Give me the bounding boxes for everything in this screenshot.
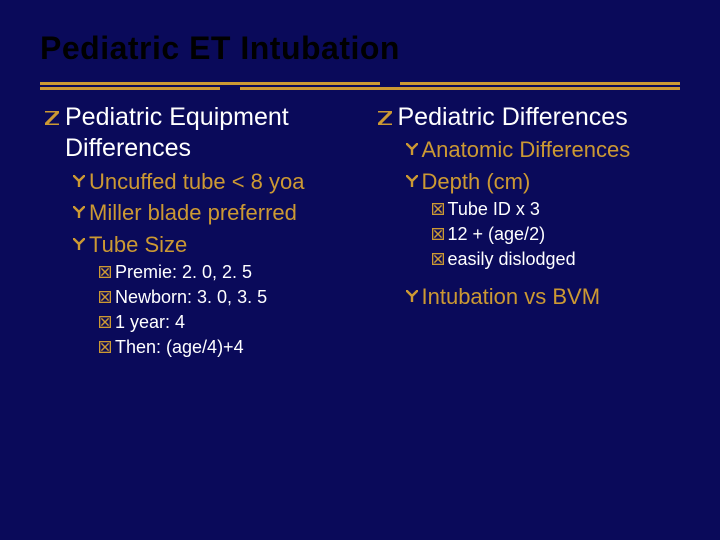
lvl1-text: Pediatric Differences <box>398 102 628 133</box>
slide-content: Pediatric Equipment Differences Uncuffed… <box>0 67 720 360</box>
slide-title: Pediatric ET Intubation <box>0 0 720 67</box>
lvl2-text: Intubation vs BVM <box>422 282 601 312</box>
list-item: easily dislodged <box>432 247 691 272</box>
y-bullet-icon <box>406 173 418 193</box>
lvl3-text: 12 + (age/2) <box>448 222 546 247</box>
lvl3-text: Then: (age/4)+4 <box>115 335 244 360</box>
x-bullet-icon <box>99 339 111 359</box>
y-bullet-icon <box>73 173 85 193</box>
lvl3-text: Newborn: 3. 0, 3. 5 <box>115 285 267 310</box>
lvl3-text: Premie: 2. 0, 2. 5 <box>115 260 252 285</box>
y-bullet-icon <box>406 288 418 308</box>
list-item: Newborn: 3. 0, 3. 5 <box>99 285 358 310</box>
x-bullet-icon <box>99 264 111 284</box>
lvl3-text: 1 year: 4 <box>115 310 185 335</box>
right-column: Pediatric Differences Anatomic Differenc… <box>378 102 691 360</box>
list-item: Tube ID x 3 <box>432 197 691 222</box>
lvl2-text: Uncuffed tube < 8 yoa <box>89 167 304 197</box>
lvl2-text: Miller blade preferred <box>89 198 297 228</box>
right-heading: Pediatric Differences <box>378 102 691 133</box>
title-underline <box>40 82 680 94</box>
list-item: Uncuffed tube < 8 yoa <box>73 167 358 197</box>
x-bullet-icon <box>99 289 111 309</box>
y-bullet-icon <box>73 204 85 224</box>
y-bullet-icon <box>406 141 418 161</box>
x-bullet-icon <box>432 226 444 246</box>
y-bullet-icon <box>73 236 85 256</box>
z-bullet-icon <box>45 108 59 131</box>
lvl2-text: Tube Size <box>89 230 187 260</box>
x-bullet-icon <box>99 314 111 334</box>
list-item: 12 + (age/2) <box>432 222 691 247</box>
list-item: Anatomic Differences <box>406 135 691 165</box>
x-bullet-icon <box>432 201 444 221</box>
list-item: Then: (age/4)+4 <box>99 335 358 360</box>
list-item: Intubation vs BVM <box>406 282 691 312</box>
list-item: 1 year: 4 <box>99 310 358 335</box>
left-column: Pediatric Equipment Differences Uncuffed… <box>45 102 358 360</box>
x-bullet-icon <box>432 251 444 271</box>
lvl1-text: Pediatric Equipment Differences <box>65 102 358 165</box>
z-bullet-icon <box>378 108 392 131</box>
lvl3-text: Tube ID x 3 <box>448 197 540 222</box>
list-item: Tube Size <box>73 230 358 260</box>
left-heading: Pediatric Equipment Differences <box>45 102 358 165</box>
lvl2-text: Anatomic Differences <box>422 135 631 165</box>
lvl2-text: Depth (cm) <box>422 167 531 197</box>
list-item: Premie: 2. 0, 2. 5 <box>99 260 358 285</box>
lvl3-text: easily dislodged <box>448 247 576 272</box>
list-item: Depth (cm) <box>406 167 691 197</box>
list-item: Miller blade preferred <box>73 198 358 228</box>
